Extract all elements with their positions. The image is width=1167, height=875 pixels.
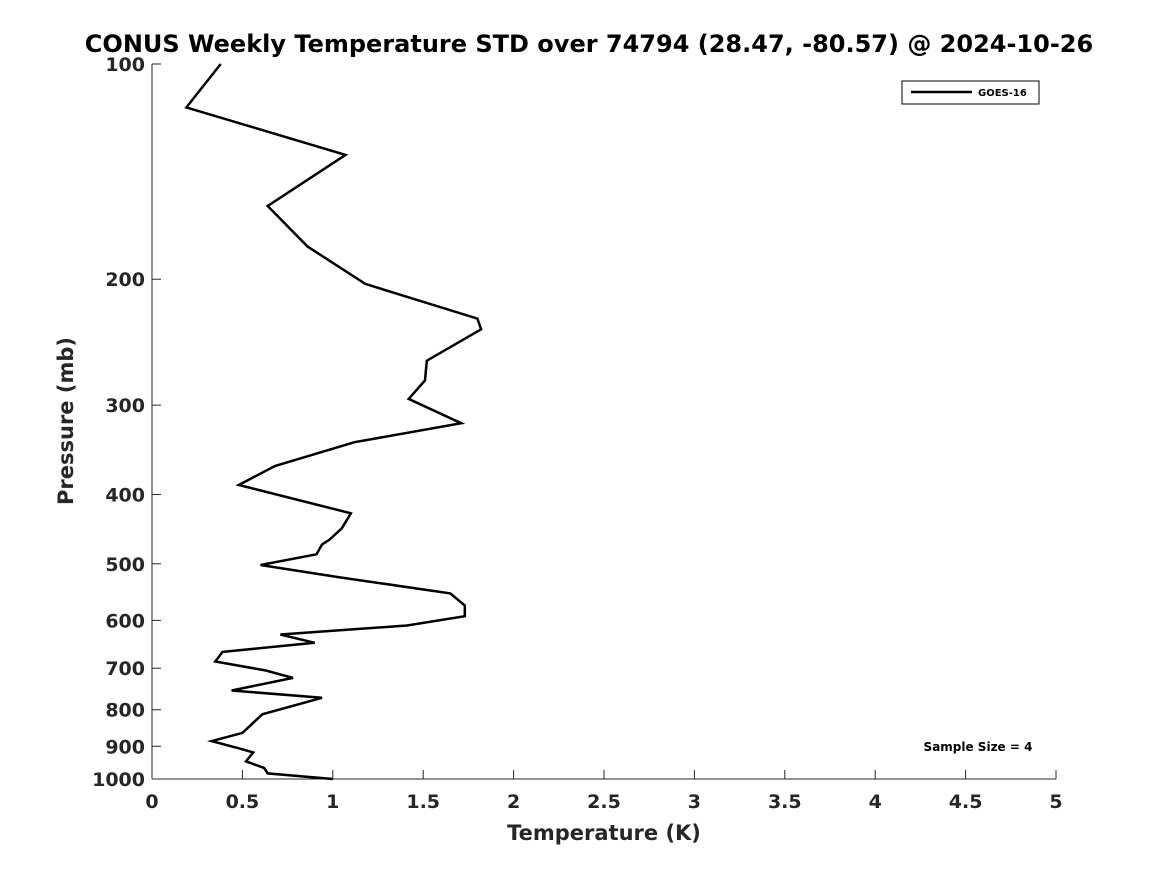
- y-tick-label: 100: [105, 54, 145, 76]
- series-layer: [184, 63, 483, 781]
- y-tick-label: 900: [105, 736, 145, 758]
- x-tick-label: 4: [869, 791, 882, 813]
- x-tick-label: 3: [688, 791, 701, 813]
- x-tick-label: 3.5: [768, 791, 802, 813]
- y-tick-label: 400: [105, 484, 145, 506]
- y-tick-label: 300: [105, 395, 145, 417]
- x-tick-label: 5: [1049, 791, 1062, 813]
- x-axis-ticks: 0 0.5 1 1.5 2 2.5 3 3.5 4 4.5 5: [145, 770, 1063, 813]
- x-tick-label: 4.5: [949, 791, 983, 813]
- x-tick-label: 1: [326, 791, 339, 813]
- x-axis-label: Temperature (K): [507, 821, 701, 845]
- legend-series-label: GOES-16: [978, 88, 1027, 99]
- y-tick-label: 700: [105, 658, 145, 680]
- x-tick-label: 1.5: [406, 791, 440, 813]
- series-line-goes-16: [184, 63, 483, 781]
- y-tick-label: 600: [105, 610, 145, 632]
- x-tick-label: 2.5: [587, 791, 621, 813]
- x-tick-label: 0: [145, 791, 158, 813]
- y-tick-label: 200: [105, 269, 145, 291]
- y-axis-label: Pressure (mb): [54, 337, 78, 505]
- x-tick-label: 0.5: [226, 791, 260, 813]
- y-tick-label: 500: [105, 554, 145, 576]
- y-tick-label: 1000: [92, 769, 145, 791]
- sample-size-annotation: Sample Size = 4: [924, 740, 1033, 754]
- legend: GOES-16: [901, 80, 1040, 105]
- y-axis-ticks: 100 200 300 400 500 600 700 800 900 1000: [92, 54, 161, 791]
- x-tick-label: 2: [507, 791, 520, 813]
- y-tick-label: 800: [105, 700, 145, 722]
- chart-title: CONUS Weekly Temperature STD over 74794 …: [85, 30, 1093, 58]
